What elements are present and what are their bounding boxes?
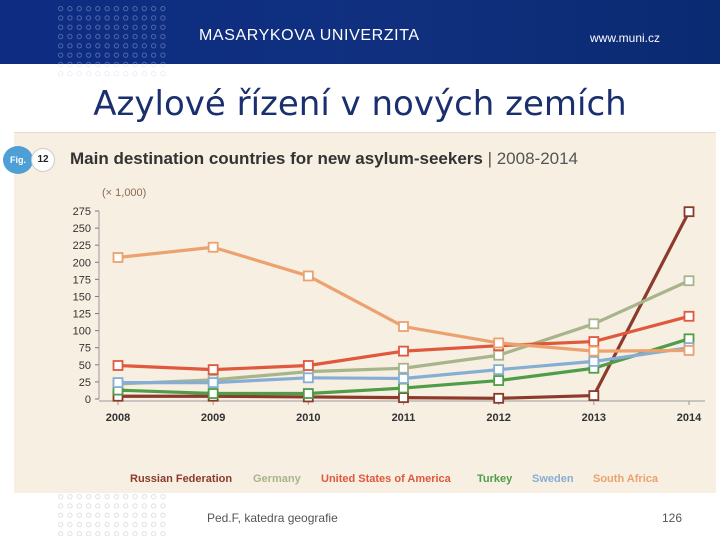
data-point: [588, 355, 600, 367]
data-point: [302, 388, 314, 399]
data-point: [302, 360, 314, 371]
data-point: [683, 206, 695, 218]
figure-number: 12: [31, 148, 55, 172]
chart-title-years: 2008-2014: [496, 149, 579, 168]
chart-title: Main destination countries for new asylu…: [70, 149, 578, 169]
chart-title-main: Main destination countries for new asylu…: [70, 149, 483, 168]
data-point: [588, 390, 600, 401]
unit-note: (× 1,000): [102, 187, 147, 199]
x-tick-label: 2010: [296, 412, 320, 424]
chart-title-separator: |: [482, 149, 497, 168]
legend-item: Russian Federation: [130, 473, 232, 485]
data-point: [398, 321, 409, 332]
x-tick-label: 2011: [392, 412, 416, 424]
data-point: [493, 364, 505, 376]
page-number: 126: [662, 511, 683, 525]
website-link[interactable]: www.muni.cz: [590, 31, 661, 45]
y-tick-label: 200: [73, 257, 91, 269]
footer-text: Ped.F, katedra geografie: [207, 511, 338, 525]
dot-pattern-decoration-bottom: [56, 492, 168, 536]
y-tick-label: 225: [73, 240, 91, 252]
data-point: [493, 375, 505, 386]
y-tick-label: 100: [73, 326, 91, 338]
data-point: [398, 345, 409, 357]
data-point: [207, 241, 219, 253]
data-point: [398, 392, 409, 404]
data-point: [588, 336, 600, 347]
legend-item: Turkey: [477, 473, 513, 485]
data-point: [207, 377, 219, 388]
y-tick-label: 275: [73, 206, 91, 218]
data-point: [398, 373, 409, 384]
data-point: [493, 392, 505, 404]
data-point: [207, 388, 219, 399]
data-point: [112, 360, 124, 371]
slide-title: Azylové řízení v nových zemích: [93, 84, 627, 124]
data-point: [207, 364, 219, 376]
legend-item: United States of America: [321, 473, 452, 485]
y-tick-label: 150: [73, 291, 91, 303]
data-point: [302, 372, 314, 384]
y-tick-label: 125: [73, 309, 91, 321]
data-point: [588, 345, 600, 357]
x-tick-label: 2008: [106, 412, 130, 424]
data-point: [302, 270, 314, 282]
x-tick-label: 2012: [486, 412, 510, 424]
figure-badge: Fig.: [3, 146, 33, 174]
data-point: [493, 349, 505, 361]
data-point: [112, 252, 124, 263]
y-tick-label: 175: [73, 274, 91, 286]
university-name: MASARYKOVA UNIVERZITA: [199, 27, 420, 44]
y-tick-label: 50: [79, 360, 91, 372]
series-line: [116, 245, 691, 353]
data-point: [112, 377, 124, 388]
dot-pattern-decoration: [56, 4, 168, 80]
y-tick-label: 0: [85, 394, 91, 406]
legend-item: Germany: [253, 473, 302, 485]
legend-item: South Africa: [593, 473, 659, 485]
data-point: [683, 333, 695, 345]
y-tick-label: 25: [79, 377, 91, 389]
data-point: [683, 310, 695, 322]
data-point: [398, 362, 409, 374]
data-point: [588, 318, 600, 330]
data-point: [398, 382, 409, 394]
y-tick-label: 250: [73, 223, 91, 235]
figure-panel: [14, 132, 716, 493]
data-point: [493, 337, 505, 349]
legend-item: Sweden: [532, 473, 574, 485]
x-tick-label: 2013: [582, 412, 606, 424]
x-tick-label: 2009: [201, 412, 225, 424]
y-tick-label: 75: [79, 343, 91, 355]
x-tick-label: 2014: [677, 412, 702, 424]
data-point: [683, 345, 695, 356]
data-point: [683, 275, 695, 287]
